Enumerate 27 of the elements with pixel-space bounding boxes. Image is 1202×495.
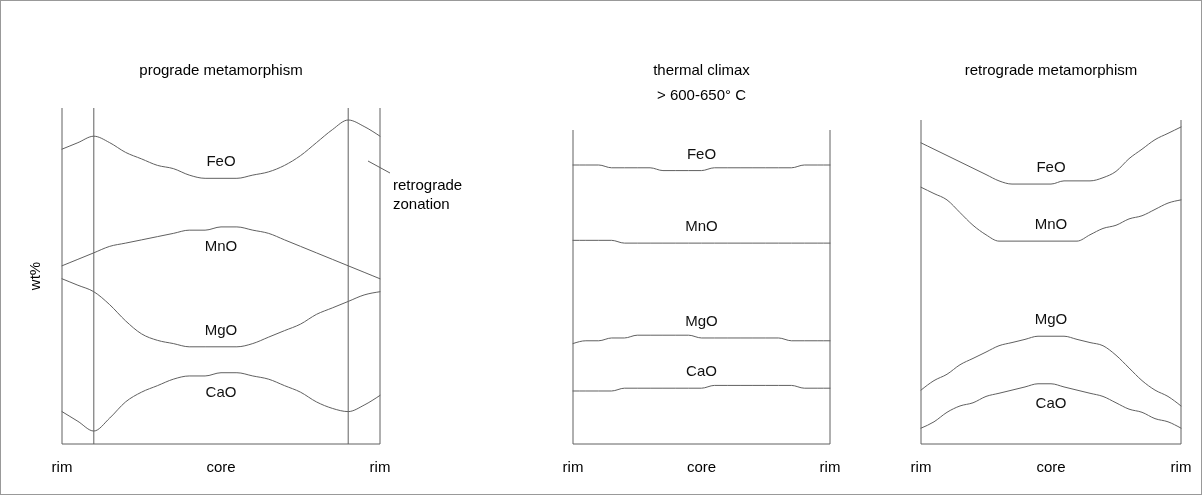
chart-title: thermal climax: [653, 61, 751, 78]
series-label: FeO: [206, 152, 236, 170]
chart-title: prograde metamorphism: [139, 61, 303, 78]
series-label: CaO: [686, 362, 717, 380]
x-tick-label: core: [206, 458, 236, 475]
chart-subtitle: > 600-650° C: [657, 86, 747, 103]
x-tick-label: rim: [910, 458, 932, 475]
series-label: MnO: [1034, 215, 1068, 233]
chart-title: retrograde metamorphism: [964, 61, 1138, 78]
x-tick-label: rim: [51, 458, 73, 475]
series-label: CaO: [1035, 393, 1067, 411]
series-label: MnO: [685, 217, 718, 235]
series-label: MgO: [1034, 310, 1068, 328]
x-tick-label: core: [686, 458, 717, 475]
series-label: FeO: [1036, 158, 1066, 176]
y-axis-title: wt%: [26, 261, 43, 292]
series-label: FeO: [686, 144, 717, 162]
series-label: MgO: [685, 311, 718, 329]
x-tick-label: rim: [369, 458, 391, 475]
x-tick-label: rim: [1170, 458, 1192, 475]
series-label: CaO: [205, 382, 237, 400]
text: retrograde zonation: [393, 176, 463, 212]
x-tick-label: rim: [819, 458, 841, 475]
x-tick-label: rim: [562, 458, 584, 475]
x-tick-label: core: [1036, 458, 1066, 475]
series-label: MgO: [204, 320, 238, 338]
series-label: MnO: [204, 236, 238, 254]
